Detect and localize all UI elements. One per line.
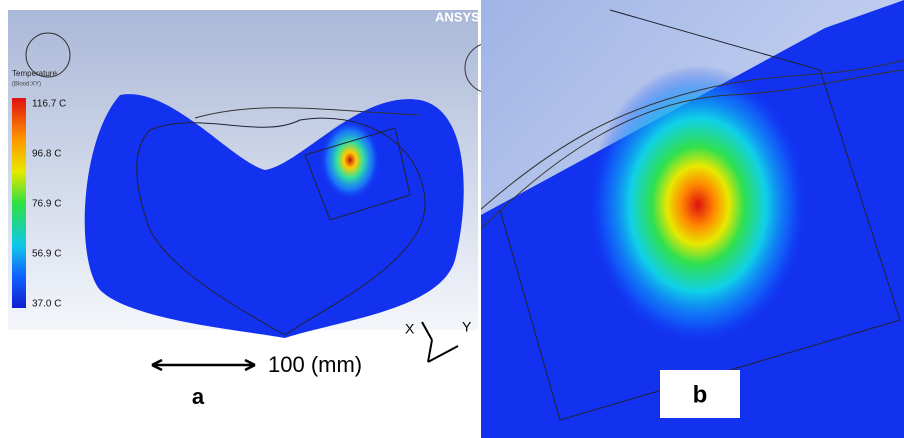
legend-label: 56.9 C (32, 249, 61, 260)
hotspot (320, 120, 380, 200)
scale-arrow (152, 360, 255, 370)
logo: ANSYS (435, 9, 480, 24)
legend-title: Temperature (12, 69, 57, 78)
legend-subtitle: (Blood:XY) (12, 82, 41, 88)
hotspot (588, 65, 808, 345)
panel-a: ANSYS Temperature (Blood:XY) 116.7 C 96.8… (8, 9, 515, 408)
axis-x: X (405, 321, 415, 337)
color-bar (12, 98, 26, 308)
panel-label: a (192, 384, 205, 409)
panel-label: b (693, 381, 708, 408)
legend-label: 96.8 C (32, 149, 61, 160)
panel-b: b (480, 0, 904, 438)
legend-label: 37.0 C (32, 299, 61, 310)
legend-label: 76.9 C (32, 199, 61, 210)
legend-label: 116.7 C (32, 99, 66, 110)
axis-y: Y (462, 319, 472, 335)
scale-label: 100 (mm) (268, 352, 362, 377)
figure: ANSYS Temperature (Blood:XY) 116.7 C 96.8… (0, 0, 904, 438)
